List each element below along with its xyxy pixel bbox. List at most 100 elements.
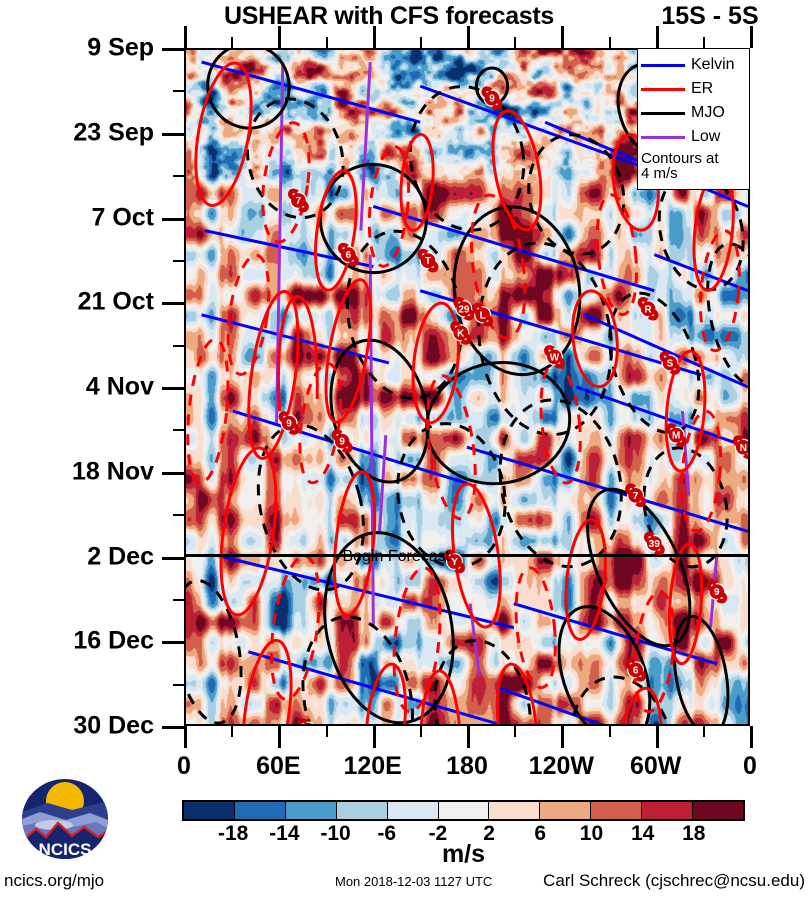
x-tick-label: 180: [446, 752, 488, 780]
er-contour: [269, 554, 321, 701]
storm-marker: 9: [706, 579, 728, 604]
colorbar-segment: [641, 802, 693, 819]
er-contour: [680, 409, 723, 533]
er-contour: [667, 542, 704, 666]
y-minor-tick: [173, 259, 184, 262]
logo-text: NCICS: [39, 840, 92, 859]
storm-marker: Y: [444, 549, 465, 574]
svg-text:7: 7: [633, 491, 639, 502]
svg-text:W: W: [550, 352, 560, 363]
svg-text:R: R: [645, 304, 652, 315]
colorbar-unit-label: m/s: [441, 840, 486, 868]
er-contour: [367, 145, 411, 268]
colorbar-segment: [284, 802, 336, 819]
er-contour: [392, 566, 442, 714]
y-tick-label: 16 Dec: [73, 626, 154, 655]
x-tick-label: 60E: [256, 752, 301, 780]
y-minor-tick: [173, 175, 184, 178]
mjo-contour: [425, 361, 572, 486]
x-tick-label: 0: [743, 752, 757, 780]
svg-text:N: N: [740, 443, 747, 454]
mjo-contour: [408, 85, 526, 232]
er-contour: [261, 121, 311, 244]
y-tick-label: 9 Sep: [87, 33, 154, 62]
x-minor-tick: [702, 37, 705, 48]
storm-marker: 9: [481, 86, 503, 110]
y-tick: [162, 471, 184, 475]
x-tick: [372, 726, 376, 748]
svg-text:M: M: [672, 431, 680, 442]
er-contour: [571, 289, 619, 389]
colorbar-tick-label: 2: [483, 822, 495, 845]
kelvin-contour: [513, 602, 718, 666]
x-tick-label: 60W: [629, 752, 682, 780]
storm-marker: T: [417, 248, 439, 273]
kelvin-contour: [653, 253, 748, 293]
storm-marker: R: [637, 297, 659, 321]
storm-marker: M: [665, 423, 687, 447]
y-tick-label: 30 Dec: [73, 711, 154, 740]
x-minor-tick: [325, 726, 328, 737]
footer-timestamp: Mon 2018-12-03 1127 UTC: [335, 874, 493, 889]
x-minor-tick: [608, 726, 611, 737]
svg-text:9: 9: [286, 419, 292, 430]
er-contour: [664, 349, 707, 473]
svg-text:9: 9: [489, 94, 495, 105]
er-contour: [495, 662, 539, 724]
kelvin-contour: [201, 313, 390, 365]
er-contour: [514, 566, 557, 690]
storm-marker: 6: [338, 242, 359, 267]
svg-text:L: L: [480, 310, 486, 321]
y-tick-label: 18 Nov: [72, 457, 154, 486]
footer-site-link[interactable]: ncics.org/mjo: [4, 871, 105, 890]
colorbar-segment: [335, 802, 387, 819]
y-tick-label: 2 Dec: [87, 542, 154, 570]
storm-marker: 39: [643, 531, 665, 556]
storm-marker: N: [732, 435, 748, 459]
colorbar-segment: [233, 802, 285, 819]
x-minor-tick: [231, 37, 234, 48]
y-tick: [162, 726, 184, 729]
mjo-contour: [329, 338, 430, 484]
mjo-contour: [527, 133, 626, 256]
colorbar-segment: [184, 802, 234, 819]
y-tick: [162, 302, 184, 306]
y-minor-tick: [173, 683, 184, 686]
er-contour: [241, 638, 293, 724]
y-tick: [162, 48, 184, 51]
x-minor-tick: [514, 37, 517, 48]
x-tick: [278, 726, 282, 748]
er-contour: [564, 518, 607, 641]
x-minor-tick: [325, 37, 328, 48]
er-contour: [364, 662, 407, 724]
contour-interval-note: Contours at 4 m/s: [641, 151, 749, 182]
colorbar-segment: [488, 802, 540, 819]
svg-text:S: S: [667, 359, 674, 370]
colorbar-tick-label: -6: [377, 822, 397, 845]
mjo-contour: [256, 423, 365, 592]
x-minor-tick: [608, 37, 611, 48]
er-contour: [219, 446, 278, 617]
y-minor-tick: [173, 90, 184, 93]
er-contour: [411, 301, 460, 425]
svg-text:9: 9: [339, 437, 345, 448]
mjo-line-swatch: [641, 111, 685, 115]
storm-marker: 6: [625, 658, 646, 682]
er-contour: [247, 289, 300, 460]
contour-note-line1: Contours at: [641, 150, 719, 167]
mjo-contour: [396, 422, 507, 569]
x-minor-tick: [514, 726, 517, 737]
mjo-contour: [706, 242, 748, 388]
mjo-contour: [557, 605, 652, 724]
mjo-contour: [498, 398, 623, 569]
storm-marker: 7: [288, 188, 309, 213]
low-line-swatch: [641, 135, 685, 139]
colorbar: [182, 800, 745, 821]
storm-marker: 9: [331, 429, 353, 453]
er-contour: [310, 723, 362, 724]
y-tick-label: 23 Sep: [73, 118, 154, 147]
x-tick-label: 0: [177, 752, 191, 780]
legend-item-er: ER: [641, 77, 749, 101]
svg-text:6: 6: [346, 250, 352, 261]
er-contour: [426, 374, 477, 521]
